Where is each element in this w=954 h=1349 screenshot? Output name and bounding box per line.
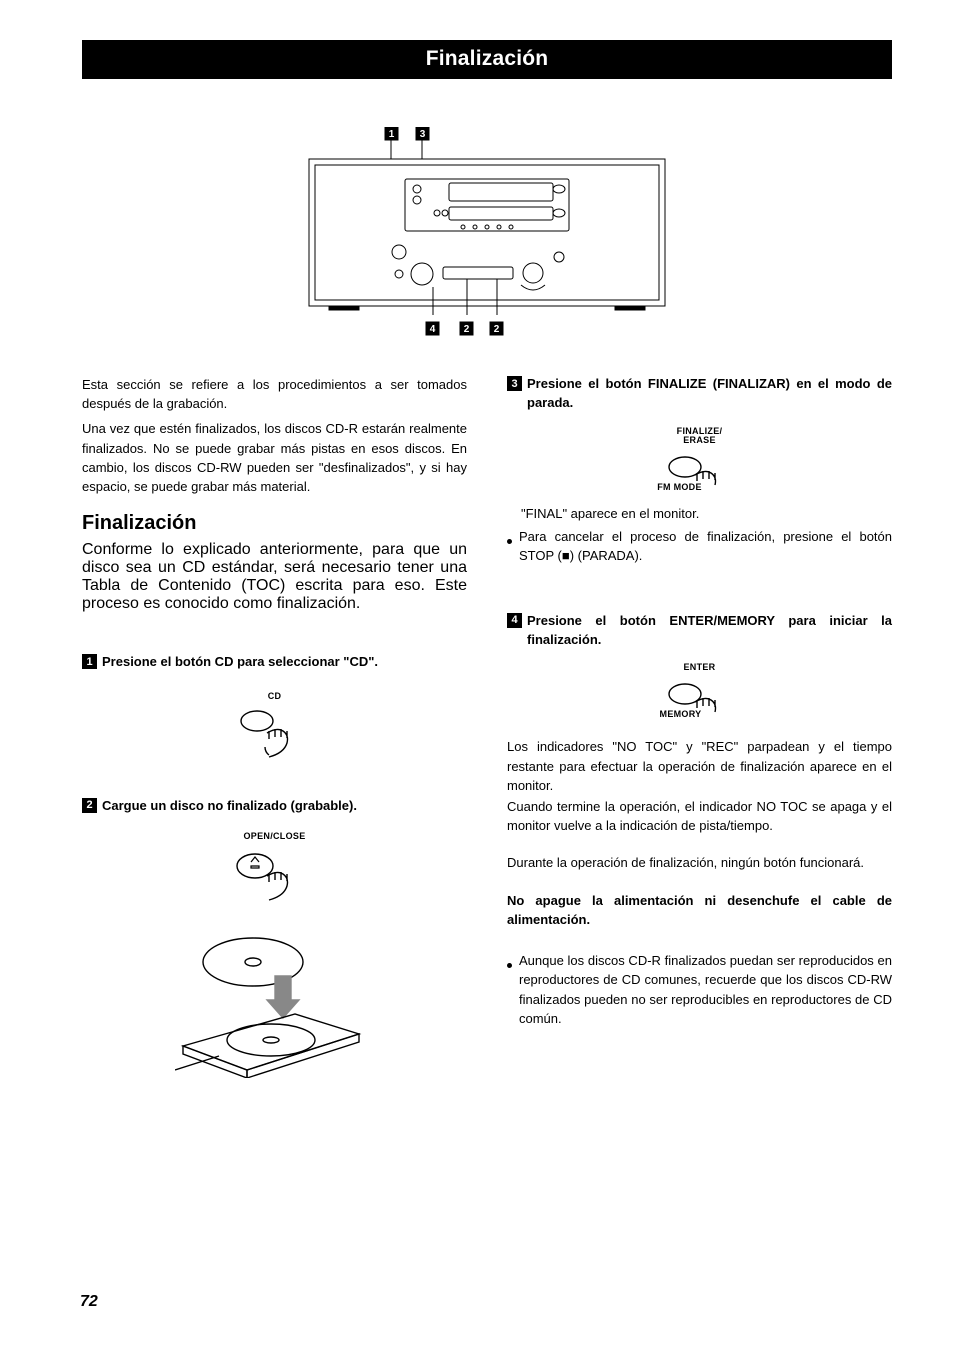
page-header-bar: Finalización: [82, 40, 892, 79]
device-svg: 1 3: [307, 127, 667, 347]
step-3-bullet: Para cancelar el proceso de finalización…: [507, 527, 892, 565]
open-close-press-icon: [215, 844, 335, 908]
bullet-dot-icon: [507, 951, 513, 1028]
columns: Esta sección se refiere a los procedimie…: [82, 375, 892, 1078]
svg-text:3: 3: [420, 129, 426, 140]
step-4-figure-label-top: ENTER: [683, 663, 715, 672]
page-header-title: Finalización: [426, 47, 549, 70]
step-1: 1 Presione el botón CD para seleccionar …: [82, 653, 467, 672]
step-3-figure: FINALIZE/ ERASE FM MODE: [507, 427, 892, 492]
button-press-icon: [235, 705, 315, 763]
step-4: 4 Presione el botón ENTER/MEMORY para in…: [507, 612, 892, 650]
intro-paragraph-1: Esta sección se refiere a los procedimie…: [82, 375, 467, 413]
step-number-box: 3: [507, 376, 522, 391]
page-number: 72: [80, 1293, 98, 1311]
svg-text:2: 2: [494, 324, 500, 335]
manual-page: Finalización 1 3: [0, 0, 954, 1138]
step-4-after-1: Los indicadores "NO TOC" y "REC" parpade…: [507, 737, 892, 795]
step-2-figure: OPEN/CLOSE: [82, 832, 467, 1078]
step-2-figure-label: OPEN/CLOSE: [243, 832, 305, 841]
step-3-figure-label-top: FINALIZE/ ERASE: [677, 427, 723, 446]
device-figure: 1 3: [307, 127, 667, 347]
step-2-text: Cargue un disco no finalizado (grabable)…: [102, 797, 467, 816]
final-bullet: Aunque los discos CD-R finalizados pueda…: [507, 951, 892, 1028]
step-4-figure-label-bottom: MEMORY: [660, 710, 702, 719]
step-1-figure-label: CD: [268, 692, 282, 701]
svg-text:4: 4: [430, 324, 436, 335]
svg-text:2: 2: [464, 324, 470, 335]
bullet-dot-icon: [507, 527, 513, 565]
intro-paragraph-2: Una vez que estén finalizados, los disco…: [82, 419, 467, 496]
step-4-text: Presione el botón ENTER/MEMORY para inic…: [527, 612, 892, 650]
step-3: 3 Presione el botón FINALIZE (FINALIZAR)…: [507, 375, 892, 413]
step-number-box: 2: [82, 798, 97, 813]
step-3-figure-label-bottom: FM MODE: [657, 483, 702, 492]
left-column: Esta sección se refiere a los procedimie…: [82, 375, 467, 1078]
section-title: Finalización: [82, 512, 467, 535]
right-column: 3 Presione el botón FINALIZE (FINALIZAR)…: [507, 375, 892, 1078]
step-number-box: 1: [82, 654, 97, 669]
insert-disc-icon: [175, 918, 375, 1078]
step-1-figure: CD: [82, 692, 467, 762]
final-bullet-text: Aunque los discos CD-R finalizados pueda…: [519, 951, 892, 1028]
step-4-warning: No apague la alimentación ni desenchufe …: [507, 891, 892, 929]
step-4-figure: ENTER MEMORY: [507, 663, 892, 719]
svg-text:1: 1: [389, 129, 395, 140]
step-3-note: "FINAL" aparece en el monitor.: [507, 504, 892, 523]
step-4-after-2: Cuando termine la operación, el indicado…: [507, 797, 892, 835]
intro-block: Esta sección se refiere a los procedimie…: [82, 375, 467, 496]
step-1-text: Presione el botón CD para seleccionar "C…: [102, 653, 467, 672]
step-number-box: 4: [507, 613, 522, 628]
step-3-bullet-text: Para cancelar el proceso de finalización…: [519, 527, 892, 565]
section-intro: Conforme lo explicado anteriormente, par…: [82, 541, 467, 613]
step-4-after-3: Durante la operación de finalización, ni…: [507, 853, 892, 872]
step-2: 2 Cargue un disco no finalizado (grababl…: [82, 797, 467, 816]
step-3-text: Presione el botón FINALIZE (FINALIZAR) e…: [527, 375, 892, 413]
